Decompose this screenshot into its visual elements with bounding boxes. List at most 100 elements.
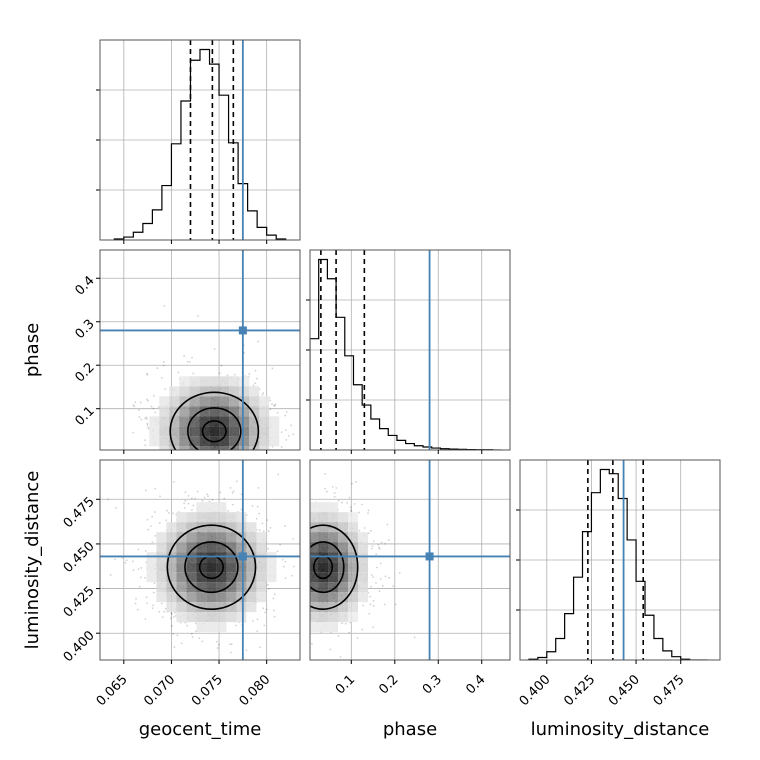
density-cell <box>216 562 227 573</box>
sample-point <box>291 532 293 534</box>
density-cell <box>288 602 298 612</box>
density-cell <box>189 476 199 486</box>
x-tick-label: 0.075 <box>189 672 226 709</box>
density-cell <box>209 446 220 450</box>
sample-point <box>375 581 377 584</box>
sample-point <box>132 569 135 572</box>
sample-point <box>362 604 365 607</box>
density-cell <box>358 532 369 543</box>
density-cell <box>159 426 170 437</box>
sample-point <box>160 376 163 379</box>
sample-point <box>254 382 257 385</box>
density-cell <box>209 406 220 417</box>
sample-point <box>145 418 148 420</box>
sample-point <box>289 546 291 548</box>
density-cell <box>179 386 190 397</box>
sample-point <box>194 622 197 625</box>
sample-point <box>134 602 137 605</box>
contour-level-1 <box>310 541 345 594</box>
sample-point <box>256 630 259 633</box>
sample-point <box>292 565 295 568</box>
sample-point <box>232 452 234 454</box>
density-cell <box>206 502 217 513</box>
sample-point <box>269 399 272 402</box>
sample-point <box>292 589 294 591</box>
density-cell <box>348 532 359 543</box>
sample-point <box>302 552 304 554</box>
density-cell <box>159 416 170 427</box>
density-cell <box>216 592 227 603</box>
sample-point <box>288 515 290 517</box>
sample-point <box>217 643 220 646</box>
sample-point <box>284 615 286 617</box>
density-cell <box>318 542 329 553</box>
sample-point <box>228 453 230 455</box>
sample-point <box>203 461 205 463</box>
sample-point <box>219 491 222 494</box>
sample-point <box>296 593 298 595</box>
sample-point <box>145 416 148 419</box>
density-cell <box>176 522 187 533</box>
sample-point <box>223 462 225 464</box>
sample-point <box>176 634 179 637</box>
sample-point <box>370 574 373 576</box>
sample-point <box>232 490 235 492</box>
sample-point <box>197 452 199 454</box>
density-cell <box>219 386 230 397</box>
density-cell <box>186 572 197 583</box>
density-cell <box>169 466 179 476</box>
sample-point <box>307 596 309 598</box>
sample-point <box>208 465 210 467</box>
sample-point <box>154 411 156 414</box>
sample-point <box>191 478 193 480</box>
density-cell <box>338 612 349 623</box>
sample-point <box>273 615 276 618</box>
sample-point <box>305 481 307 483</box>
sample-point <box>180 491 182 493</box>
density-cell <box>229 396 240 407</box>
contour-level-0 <box>201 420 227 443</box>
density-cell <box>199 386 210 397</box>
sample-point <box>224 476 226 478</box>
density-cell <box>156 592 167 603</box>
sample-point <box>291 596 293 598</box>
sample-point <box>297 617 299 619</box>
density-cell <box>206 522 217 533</box>
sample-point <box>270 534 272 536</box>
density-cell <box>166 542 177 553</box>
sample-point <box>308 573 310 575</box>
sample-point <box>172 632 175 635</box>
sample-point <box>196 451 198 453</box>
density-cell <box>149 436 160 447</box>
sample-point <box>208 500 211 503</box>
y-tick-label: 0.400 <box>61 628 98 665</box>
sample-point <box>286 521 288 523</box>
density-cell <box>169 386 180 397</box>
sample-point <box>173 611 176 614</box>
sample-point <box>233 472 235 474</box>
density-cell <box>219 406 230 417</box>
sample-point <box>162 466 164 468</box>
sample-point <box>146 372 148 375</box>
sample-point <box>296 535 298 537</box>
sample-point <box>367 532 370 535</box>
density-cell <box>226 582 237 593</box>
sample-point <box>230 453 232 455</box>
sample-point <box>306 484 308 486</box>
sample-point <box>303 601 305 603</box>
density-cell <box>179 476 189 486</box>
sample-point <box>181 452 183 454</box>
density-cell <box>199 476 209 486</box>
sample-point <box>229 469 231 471</box>
sample-point <box>302 572 304 574</box>
density-cell <box>256 572 267 583</box>
sample-point <box>288 551 290 553</box>
sample-point <box>174 614 177 617</box>
sample-point <box>370 547 373 550</box>
density-cell <box>256 592 267 603</box>
sample-point <box>306 501 308 503</box>
sample-point <box>279 559 281 561</box>
density-cell <box>199 466 209 476</box>
x-axis-title-phase: phase <box>383 719 437 740</box>
sample-point <box>245 649 248 652</box>
